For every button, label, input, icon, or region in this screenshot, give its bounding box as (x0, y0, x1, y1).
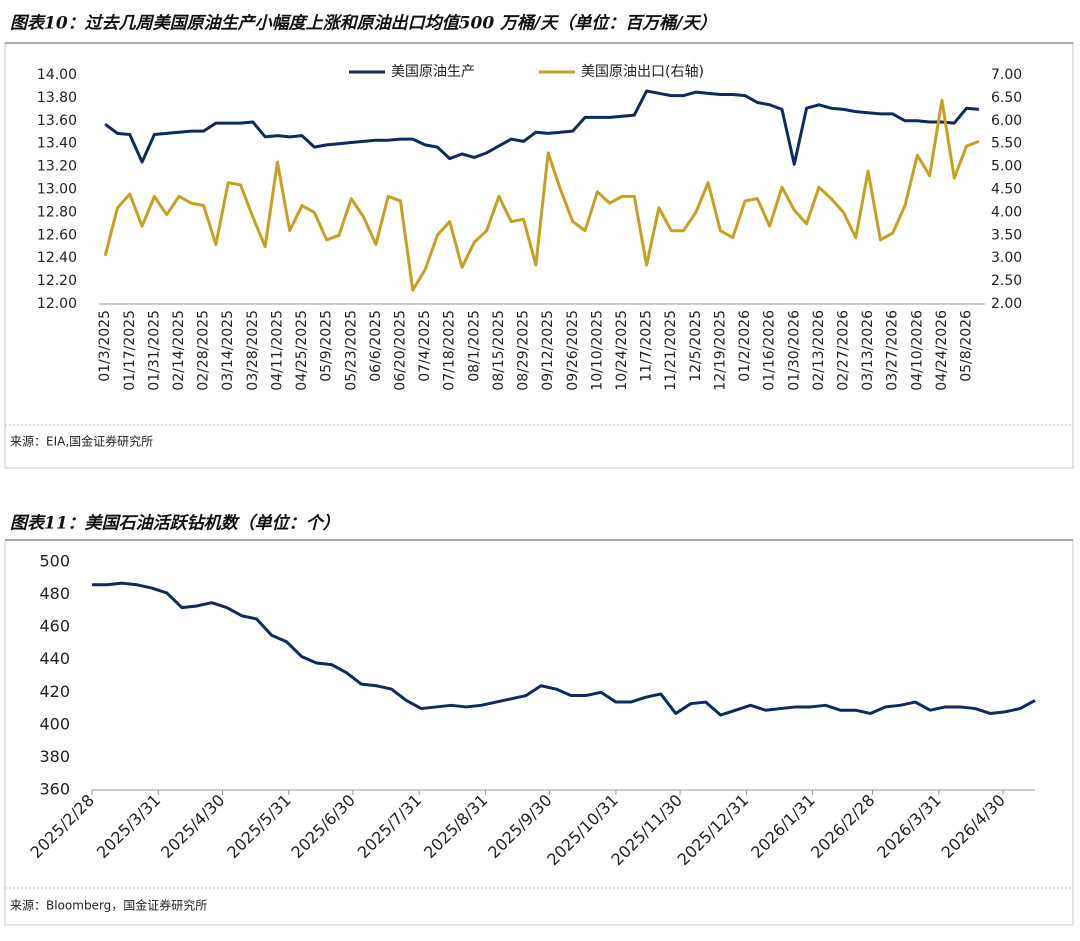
y-tick-label: 13.00 (37, 182, 77, 198)
x-tick-label: 01/16/2026 (762, 310, 778, 391)
y2-tick-label: 2.00 (991, 296, 1022, 312)
x-tick-label: 2025/4/30 (157, 791, 228, 862)
source-note: 来源：EIA,国金证券研究所 (10, 434, 153, 449)
x-tick-label: 03/13/2026 (860, 310, 876, 391)
x-tick-label: 11/21/2025 (663, 310, 679, 391)
y2-tick-label: 4.00 (991, 204, 1022, 220)
x-tick-label: 03/27/2026 (885, 310, 901, 391)
x-tick-label: 10/24/2025 (614, 310, 630, 391)
x-tick-label: 04/11/2025 (269, 310, 285, 391)
y-tick-label: 12.20 (37, 273, 77, 289)
y-tick-label: 420 (39, 682, 70, 701)
x-tick-label: 02/14/2025 (171, 310, 187, 391)
x-tick-label: 2025/8/31 (420, 791, 491, 862)
x-tick-label: 2026/3/31 (873, 791, 944, 862)
y-tick-label: 360 (39, 780, 70, 799)
y2-tick-label: 3.50 (991, 227, 1022, 243)
y2-tick-label: 2.50 (991, 273, 1022, 289)
x-tick-label: 2025/6/30 (287, 791, 358, 862)
legend-label: 美国原油生产 (391, 64, 475, 80)
x-tick-label: 12/5/2025 (688, 310, 704, 382)
chart-frame (4, 42, 1074, 469)
legend-label: 美国原油出口(右轴) (581, 64, 704, 80)
x-tick-label: 2026/1/31 (747, 791, 818, 862)
y2-tick-label: 6.00 (991, 113, 1022, 129)
x-tick-label: 05/9/2025 (319, 310, 335, 382)
x-tick-label: 02/27/2026 (835, 310, 851, 391)
y2-tick-label: 7.00 (991, 67, 1022, 83)
x-tick-label: 01/30/2026 (786, 310, 802, 391)
y-tick-label: 440 (39, 649, 70, 668)
y-tick-label: 12.80 (37, 204, 77, 220)
y-tick-label: 12.60 (37, 227, 77, 243)
data-line (104, 89, 979, 166)
y-tick-label: 13.40 (37, 136, 77, 152)
x-tick-label: 01/31/2025 (146, 310, 162, 391)
y2-tick-label: 6.50 (991, 90, 1022, 106)
x-tick-label: 2026/4/30 (937, 791, 1008, 862)
y-tick-label: 480 (39, 584, 70, 603)
x-tick-label: 01/17/2025 (122, 310, 138, 391)
x-tick-label: 09/12/2025 (540, 310, 556, 391)
y-tick-label: 13.80 (37, 90, 77, 106)
y-tick-label: 460 (39, 617, 70, 636)
x-tick-label: 2025/9/30 (484, 791, 555, 862)
x-tick-label: 06/20/2025 (392, 310, 408, 391)
x-tick-label: 04/25/2025 (294, 310, 310, 391)
x-tick-label: 2025/3/31 (93, 791, 164, 862)
y-tick-label: 500 (39, 552, 70, 571)
x-tick-label: 01/3/2025 (97, 310, 113, 382)
x-tick-label: 03/28/2025 (245, 310, 261, 391)
x-tick-label: 01/2/2026 (737, 310, 753, 382)
x-tick-label: 2025/12/31 (674, 791, 753, 870)
y-tick-label: 380 (39, 747, 70, 766)
chart-title: 图表10：过去几周美国原油生产小幅度上涨和原油出口均值500 万桶/天（单位：百… (10, 14, 716, 34)
x-tick-label: 02/28/2025 (196, 310, 212, 391)
x-tick-label: 08/29/2025 (516, 310, 532, 391)
x-tick-label: 2025/2/28 (27, 791, 98, 862)
y-tick-label: 14.00 (37, 67, 77, 83)
x-tick-label: 10/10/2025 (589, 310, 605, 391)
x-tick-label: 12/19/2025 (712, 310, 728, 391)
x-tick-label: 08/15/2025 (491, 310, 507, 391)
x-tick-label: 2025/5/31 (223, 791, 294, 862)
x-tick-label: 09/26/2025 (565, 310, 581, 391)
y2-tick-label: 5.50 (991, 136, 1022, 152)
x-tick-label: 03/14/2025 (220, 310, 236, 391)
y-tick-label: 12.00 (37, 296, 77, 312)
y2-tick-label: 4.50 (991, 182, 1022, 198)
x-tick-label: 2026/2/28 (807, 791, 878, 862)
x-tick-label: 11/7/2025 (639, 310, 655, 382)
y-tick-label: 400 (39, 714, 70, 733)
y2-tick-label: 5.00 (991, 159, 1022, 175)
data-line (92, 581, 1036, 717)
chart-title: 图表11：美国石油活跃钻机数（单位：个） (10, 514, 340, 534)
x-tick-label: 04/24/2026 (934, 310, 950, 391)
y-tick-label: 13.20 (37, 159, 77, 175)
x-tick-label: 05/8/2026 (959, 310, 975, 382)
x-tick-label: 04/10/2026 (909, 310, 925, 391)
x-tick-label: 07/18/2025 (442, 310, 458, 391)
y2-tick-label: 3.00 (991, 250, 1022, 266)
y-tick-label: 13.60 (37, 113, 77, 129)
x-tick-label: 02/13/2026 (811, 310, 827, 391)
x-tick-label: 06/6/2025 (368, 310, 384, 382)
x-tick-label: 2025/7/31 (354, 791, 425, 862)
data-line (103, 98, 980, 292)
x-tick-label: 07/4/2025 (417, 310, 433, 382)
source-note: 来源：Bloomberg，国金证券研究所 (10, 898, 207, 913)
x-tick-label: 05/23/2025 (343, 310, 359, 391)
x-tick-label: 08/1/2025 (466, 310, 482, 382)
y-tick-label: 12.40 (37, 250, 77, 266)
chart-frame (4, 539, 1074, 926)
